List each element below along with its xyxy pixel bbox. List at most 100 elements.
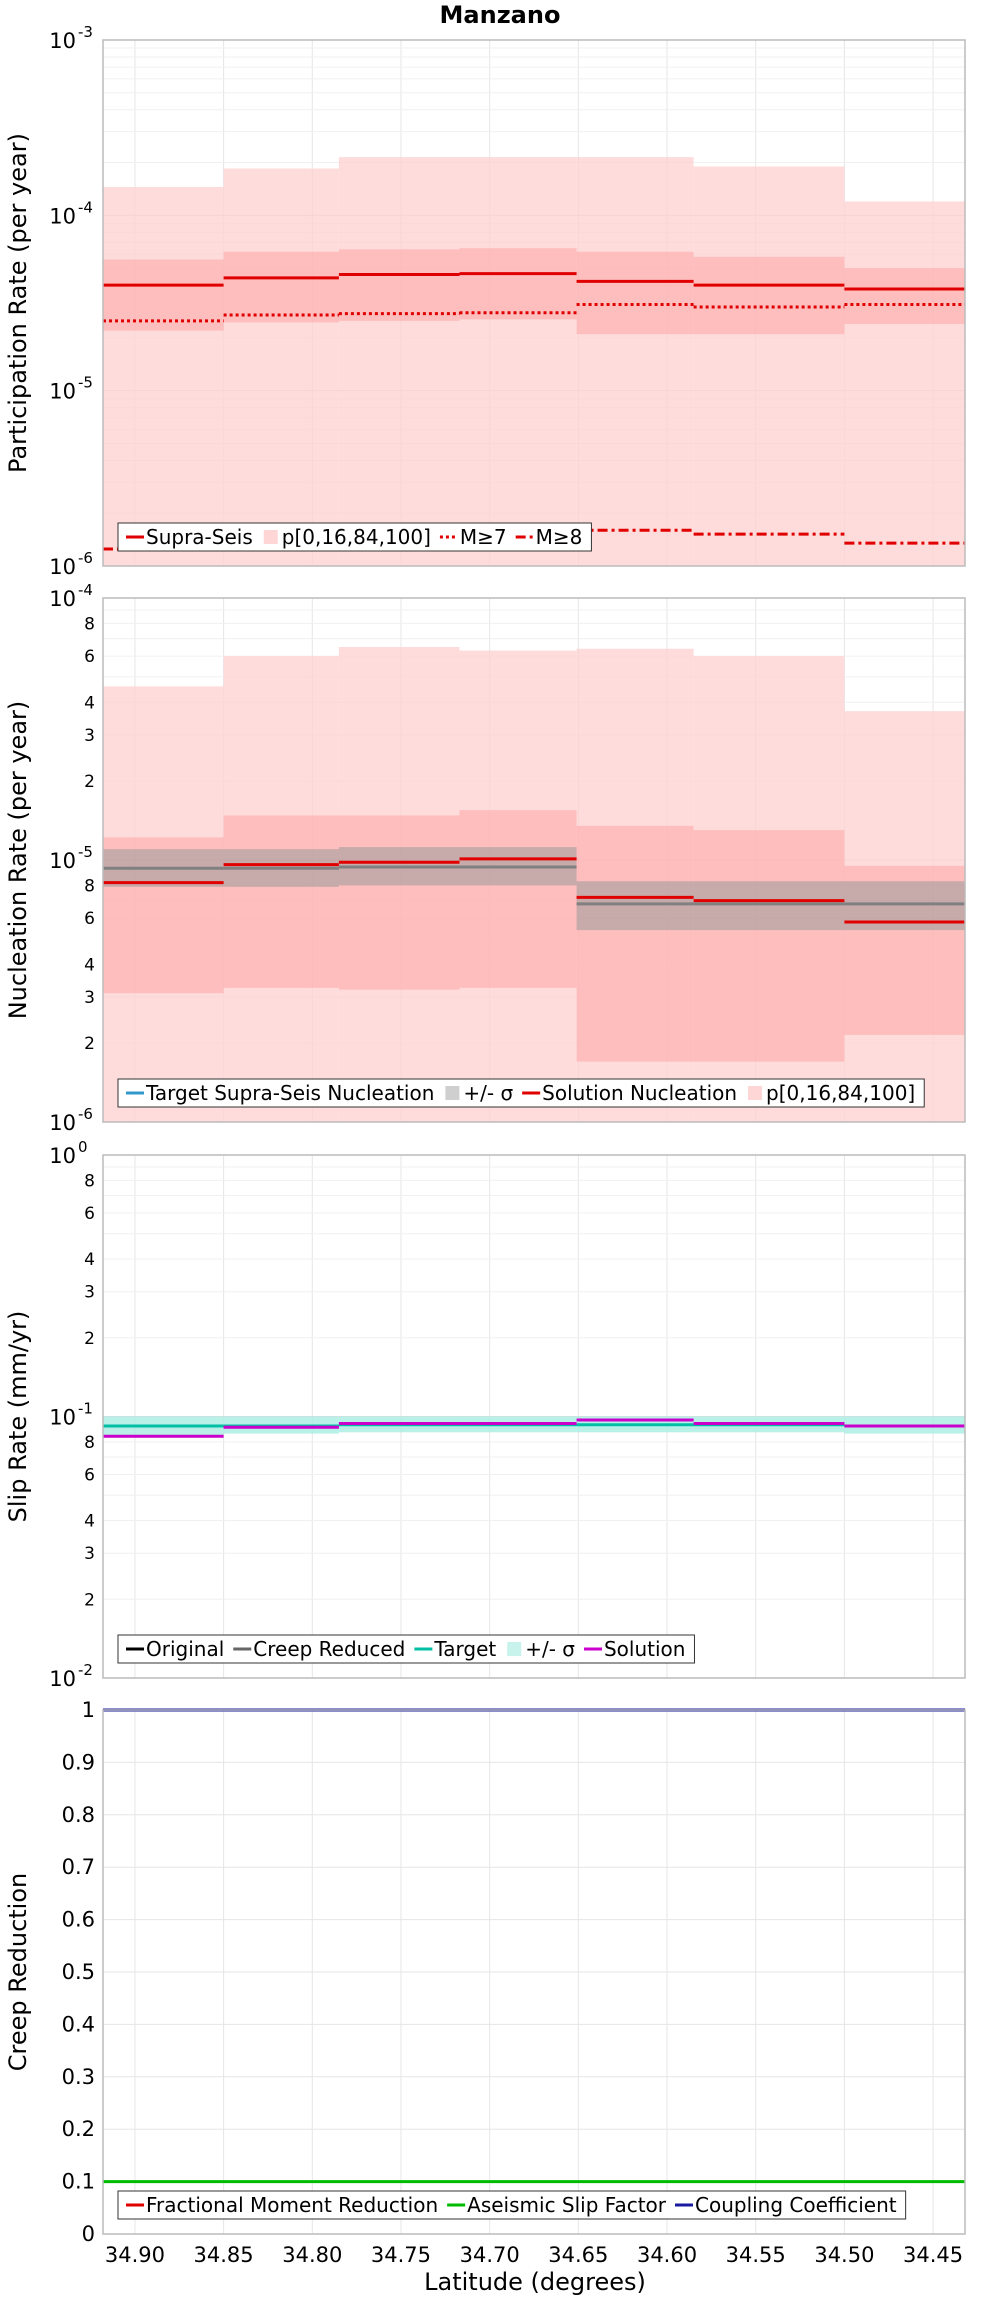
y-tick-exponent: -6 — [78, 1105, 93, 1123]
legend: Original Creep Reduced Target +/- σ Solution — [117, 1634, 695, 1664]
legend-label: p[0,16,84,100] — [282, 525, 431, 549]
legend-label: +/- σ — [525, 1637, 575, 1661]
legend-label: p[0,16,84,100] — [766, 1081, 915, 1105]
x-tick-label: 34.65 — [548, 2243, 608, 2267]
legend-label: Coupling Coefficient — [695, 2193, 897, 2217]
chart-title: Manzano — [440, 1, 561, 29]
x-axis-label: Latitude (degrees) — [424, 2268, 646, 2296]
y-axis-label: Nucleation Rate (per year) — [4, 701, 32, 1020]
band-outer — [459, 650, 577, 1122]
x-tick-label: 34.90 — [105, 2243, 165, 2267]
y-minor-tick-label: 3 — [84, 1544, 95, 1564]
y-minor-tick-label: 3 — [84, 726, 95, 746]
y-tick-label: 1 — [82, 1698, 95, 1722]
y-minor-tick-label: 4 — [84, 693, 95, 713]
y-tick-label: 10 — [49, 555, 76, 579]
y-minor-tick-label: 6 — [84, 647, 95, 667]
x-tick-label: 34.80 — [282, 2243, 342, 2267]
y-tick-exponent: -1 — [78, 1400, 93, 1418]
legend-label: Original — [146, 1637, 224, 1661]
legend-swatch — [507, 1642, 522, 1656]
y-tick-label: 0.3 — [62, 2065, 95, 2089]
y-tick-exponent: -5 — [78, 843, 93, 861]
y-tick-label: 0.7 — [62, 1855, 95, 1879]
y-tick-label: 0.8 — [62, 1803, 95, 1827]
band-inner — [693, 830, 845, 1062]
y-axis-label: Slip Rate (mm/yr) — [4, 1311, 32, 1523]
y-tick-exponent: -2 — [78, 1661, 93, 1679]
band-sigma — [576, 881, 694, 931]
y-tick-label: 0 — [82, 2222, 95, 2246]
y-minor-tick-label: 2 — [84, 772, 95, 792]
y-tick-label: 10 — [49, 1144, 76, 1168]
x-tick-label: 34.50 — [814, 2243, 874, 2267]
band-inner — [338, 249, 460, 321]
y-tick-label: 0.2 — [62, 2117, 95, 2141]
legend-frame — [117, 1078, 925, 1108]
x-tick-label: 34.55 — [726, 2243, 786, 2267]
legend-label: Supra-Seis — [146, 525, 253, 549]
band-outer — [693, 166, 845, 566]
legend-label: Solution — [604, 1637, 685, 1661]
y-tick-exponent: -4 — [78, 581, 93, 599]
band-outer — [576, 157, 694, 567]
legend-label: Target Supra-Seis Nucleation — [145, 1081, 434, 1105]
band-inner — [223, 815, 339, 988]
y-minor-tick-label: 3 — [84, 988, 95, 1008]
legend-swatch — [263, 530, 278, 544]
y-minor-tick-label: 2 — [84, 1329, 95, 1349]
y-tick-label: 10 — [49, 380, 76, 404]
y-tick-label: 0.1 — [62, 2170, 95, 2194]
band-sigma — [693, 881, 845, 931]
y-minor-tick-label: 8 — [84, 876, 95, 896]
y-minor-tick-label: 4 — [84, 1512, 95, 1532]
y-minor-tick-label: 8 — [84, 1433, 95, 1453]
legend-label: M≥8 — [536, 525, 583, 549]
y-minor-tick-label: 4 — [84, 1250, 95, 1270]
plot-frame — [102, 1154, 966, 1679]
y-tick-label: 0.9 — [62, 1750, 95, 1774]
band-inner — [459, 810, 577, 988]
y-axis-label: Creep Reduction — [4, 1873, 32, 2071]
legend-label: Creep Reduced — [253, 1637, 405, 1661]
y-minor-tick-label: 3 — [84, 1283, 95, 1303]
panel-creep: 0 0.1 0.2 0.3 0.4 0.5 0.6 0.7 0.8 0.9 1 Creep Reduc… — [4, 1698, 966, 2246]
legend-label: +/- σ — [463, 1081, 513, 1105]
y-minor-tick-label: 2 — [84, 1590, 95, 1610]
y-tick-label: 10 — [49, 204, 76, 228]
band-inner — [844, 268, 965, 325]
y-axis-label: Participation Rate (per year) — [4, 133, 32, 473]
band-outer — [459, 157, 577, 567]
band-outer — [844, 201, 965, 566]
plot-frame — [102, 597, 966, 1123]
plot-frame — [102, 1709, 966, 2235]
band-outer — [103, 686, 224, 1122]
x-axis-ticks: 34.90 34.85 34.80 34.75 34.70 34.65 34.60 34.55… — [105, 2243, 963, 2267]
y-tick-exponent: 0 — [78, 1138, 88, 1156]
y-minor-tick-label: 4 — [84, 955, 95, 975]
legend: Supra-Seis p[0,16,84,100] M≥7 M≥8 — [117, 522, 592, 552]
y-tick-exponent: -6 — [78, 549, 93, 567]
x-tick-label: 34.85 — [194, 2243, 254, 2267]
legend-label: Aseismic Slip Factor — [467, 2193, 667, 2217]
y-minor-tick-label: 2 — [84, 1034, 95, 1054]
y-tick-label: 0.5 — [62, 1960, 95, 1984]
band-inner — [576, 825, 694, 1062]
band-inner — [459, 248, 577, 320]
band-inner — [576, 251, 694, 335]
band-inner — [338, 815, 460, 990]
plot-frame — [102, 39, 966, 567]
x-tick-label: 34.60 — [637, 2243, 697, 2267]
y-tick-label: 10 — [49, 1111, 76, 1135]
y-tick-label: 10 — [49, 1667, 76, 1691]
y-tick-label: 10 — [49, 587, 76, 611]
band-inner — [223, 251, 339, 323]
band-inner — [103, 259, 224, 331]
y-minor-tick-label: 6 — [84, 909, 95, 929]
y-minor-tick-label: 8 — [84, 614, 95, 634]
legend-swatch — [445, 1086, 460, 1100]
